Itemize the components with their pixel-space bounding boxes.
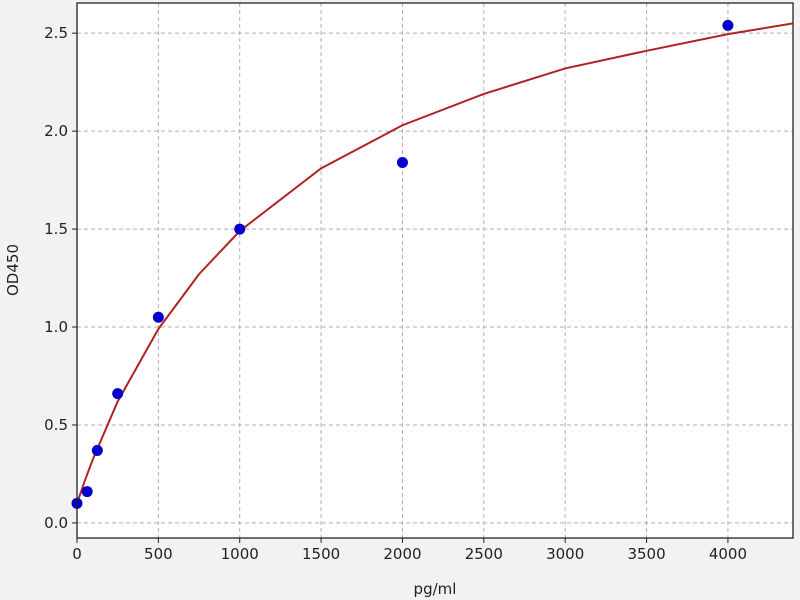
x-tick-label: 500: [144, 545, 173, 563]
plot-area: [77, 3, 793, 538]
x-tick-label: 2500: [465, 545, 503, 563]
plot-frame: [76, 2, 794, 539]
x-tick-label: 1500: [302, 545, 340, 563]
data-point: [112, 388, 124, 400]
data-point: [152, 311, 164, 323]
x-axis-label: pg/ml: [414, 580, 457, 598]
y-tick-label: 1.5: [44, 220, 68, 238]
x-tick-label: 2000: [383, 545, 421, 563]
x-tick-label: 1000: [221, 545, 259, 563]
y-tick-label: 1.0: [44, 318, 68, 336]
data-point: [722, 19, 734, 31]
data-point: [234, 223, 246, 235]
x-tick-label: 3500: [627, 545, 665, 563]
y-axis-label: OD450: [4, 244, 22, 296]
y-tick-label: 0.5: [44, 416, 68, 434]
y-tick-label: 2.0: [44, 122, 68, 140]
x-tick-label: 4000: [709, 545, 747, 563]
y-tick-label: 2.5: [44, 24, 68, 42]
x-tick-label: 3000: [546, 545, 584, 563]
data-point: [91, 444, 103, 456]
x-tick-label: 0: [72, 545, 82, 563]
y-tick-label: 0.0: [44, 514, 68, 532]
data-point: [396, 156, 408, 168]
data-point: [81, 486, 93, 498]
